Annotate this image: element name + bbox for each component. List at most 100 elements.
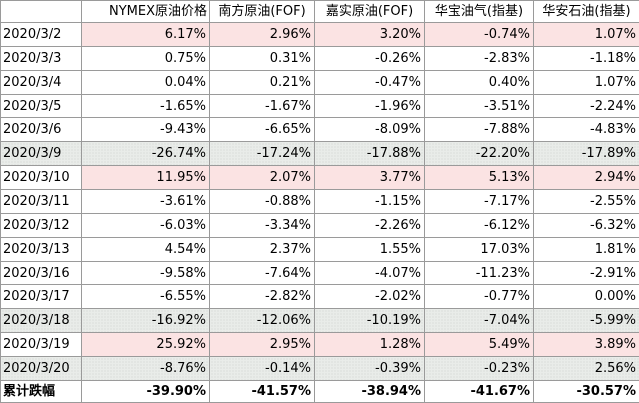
table-row: 2020/3/9 -26.74% -17.24% -17.88% -22.20% -17.… (0, 141, 639, 167)
cell-nymex: -3.61% (81, 189, 210, 214)
row-date: 2020/3/11 (0, 189, 82, 214)
cell-huabao: -0.23% (424, 356, 534, 381)
cell-nanfang: -1.67% (209, 93, 315, 119)
cell-nymex: -6.03% (81, 212, 210, 238)
cell-jiashi: -8.09% (314, 117, 425, 143)
cell-huaan: -5.99% (533, 308, 639, 334)
cell-jiashi: -0.39% (314, 356, 425, 381)
cell-huabao: -7.17% (424, 189, 534, 214)
cell-huabao: -0.77% (424, 284, 534, 310)
cell-huabao: -7.88% (424, 117, 534, 143)
cell-jiashi: -1.96% (314, 93, 425, 119)
cell-huaan: 3.89% (533, 332, 639, 358)
row-date: 2020/3/18 (0, 308, 82, 334)
row-date: 2020/3/5 (0, 93, 82, 119)
total-value-nanfang: -41.57% (209, 380, 315, 403)
cell-jiashi: -0.47% (314, 69, 425, 95)
cell-huaan: -2.24% (533, 93, 639, 119)
cell-nanfang: 0.21% (209, 69, 315, 95)
row-date: 2020/3/2 (0, 22, 82, 47)
cell-nymex: -16.92% (81, 308, 210, 334)
cell-nymex: -1.65% (81, 93, 210, 119)
cell-jiashi: -17.88% (314, 141, 425, 167)
cell-nymex: -8.76% (81, 356, 210, 381)
total-value-nymex: -39.90% (81, 380, 210, 403)
cell-jiashi: 1.55% (314, 236, 425, 262)
table-row: 2020/3/16 -9.58% -7.64% -4.07% -11.23% -2.91% (0, 260, 639, 286)
cell-huabao: -3.51% (424, 93, 534, 119)
cell-huabao: -11.23% (424, 260, 534, 286)
row-date: 2020/3/16 (0, 260, 82, 286)
table-row: 2020/3/10 11.95% 2.07% 3.77% 5.13% 2.94% (0, 165, 639, 191)
row-date: 2020/3/3 (0, 45, 82, 71)
cell-huaan: -2.91% (533, 260, 639, 286)
table-body: 2020/3/2 6.17% 2.96% 3.20% -0.74% 1.07% 2020/3… (0, 22, 639, 381)
cell-huabao: 17.03% (424, 236, 534, 262)
cell-jiashi: 3.20% (314, 22, 425, 47)
cell-nanfang: -17.24% (209, 141, 315, 167)
total-value-huabao: -41.67% (424, 380, 534, 403)
column-header-jiashi: 嘉实原油(FOF) (314, 0, 425, 23)
cell-nymex: 11.95% (81, 165, 210, 191)
cell-jiashi: -2.02% (314, 284, 425, 310)
cell-jiashi: -4.07% (314, 260, 425, 286)
cell-jiashi: -2.26% (314, 212, 425, 238)
cell-huabao: 5.49% (424, 332, 534, 358)
row-date: 2020/3/13 (0, 236, 82, 262)
cell-huaan: -1.18% (533, 45, 639, 71)
cell-huabao: -6.12% (424, 212, 534, 238)
cell-nymex: -9.58% (81, 260, 210, 286)
total-row: 累计跌幅 -39.90% -41.57% -38.94% -41.67% -30… (0, 380, 639, 403)
row-date: 2020/3/20 (0, 356, 82, 381)
table-row: 2020/3/3 0.75% 0.31% -0.26% -2.83% -1.18% (0, 45, 639, 71)
cell-nanfang: 2.96% (209, 22, 315, 47)
cell-huabao: -0.74% (424, 22, 534, 47)
cell-jiashi: 3.77% (314, 165, 425, 191)
cell-jiashi: -0.26% (314, 45, 425, 71)
table-row: 2020/3/5 -1.65% -1.67% -1.96% -3.51% -2.24% (0, 93, 639, 119)
cell-nanfang: 0.31% (209, 45, 315, 71)
cell-nymex: -26.74% (81, 141, 210, 167)
table-row: 2020/3/6 -9.43% -6.65% -8.09% -7.88% -4.83% (0, 117, 639, 143)
total-value-huaan: -30.57% (533, 380, 639, 403)
total-label: 累计跌幅 (0, 380, 82, 403)
table-row: 2020/3/4 0.04% 0.21% -0.47% 0.40% 1.07% (0, 69, 639, 95)
row-date: 2020/3/6 (0, 117, 82, 143)
cell-jiashi: -1.15% (314, 189, 425, 214)
table-row: 2020/3/20 -8.76% -0.14% -0.39% -0.23% 2.56% (0, 356, 639, 381)
cell-nymex: -9.43% (81, 117, 210, 143)
cell-huaan: -2.55% (533, 189, 639, 214)
cell-nanfang: 2.07% (209, 165, 315, 191)
cell-nanfang: -12.06% (209, 308, 315, 334)
cell-huaan: 2.56% (533, 356, 639, 381)
cell-nanfang: -2.82% (209, 284, 315, 310)
header-row: NYMEX原油价格 南方原油(FOF) 嘉实原油(FOF) 华宝油气(指基) 华… (0, 0, 639, 23)
table-row: 2020/3/17 -6.55% -2.82% -2.02% -0.77% 0.00% (0, 284, 639, 310)
cell-nanfang: -7.64% (209, 260, 315, 286)
table-row: 2020/3/19 25.92% 2.95% 1.28% 5.49% 3.89% (0, 332, 639, 358)
cell-huaan: -6.32% (533, 212, 639, 238)
column-header-huaan: 华安石油(指基) (533, 0, 639, 23)
column-header-nymex: NYMEX原油价格 (81, 0, 210, 23)
table-row: 2020/3/12 -6.03% -3.34% -2.26% -6.12% -6.32% (0, 212, 639, 238)
cell-nanfang: 2.37% (209, 236, 315, 262)
column-header-huabao: 华宝油气(指基) (424, 0, 534, 23)
cell-huaan: -4.83% (533, 117, 639, 143)
row-date: 2020/3/4 (0, 69, 82, 95)
cell-huaan: 0.00% (533, 284, 639, 310)
total-value-jiashi: -38.94% (314, 380, 425, 403)
cell-nymex: -6.55% (81, 284, 210, 310)
table-row: 2020/3/2 6.17% 2.96% 3.20% -0.74% 1.07% (0, 22, 639, 47)
row-date: 2020/3/17 (0, 284, 82, 310)
cell-jiashi: 1.28% (314, 332, 425, 358)
cell-nanfang: -6.65% (209, 117, 315, 143)
cell-huaan: 2.94% (533, 165, 639, 191)
cell-nymex: 4.54% (81, 236, 210, 262)
cell-nymex: 0.75% (81, 45, 210, 71)
column-header-nanfang: 南方原油(FOF) (209, 0, 315, 23)
cell-huabao: -22.20% (424, 141, 534, 167)
cell-nanfang: -0.14% (209, 356, 315, 381)
row-date: 2020/3/12 (0, 212, 82, 238)
row-date: 2020/3/9 (0, 141, 82, 167)
